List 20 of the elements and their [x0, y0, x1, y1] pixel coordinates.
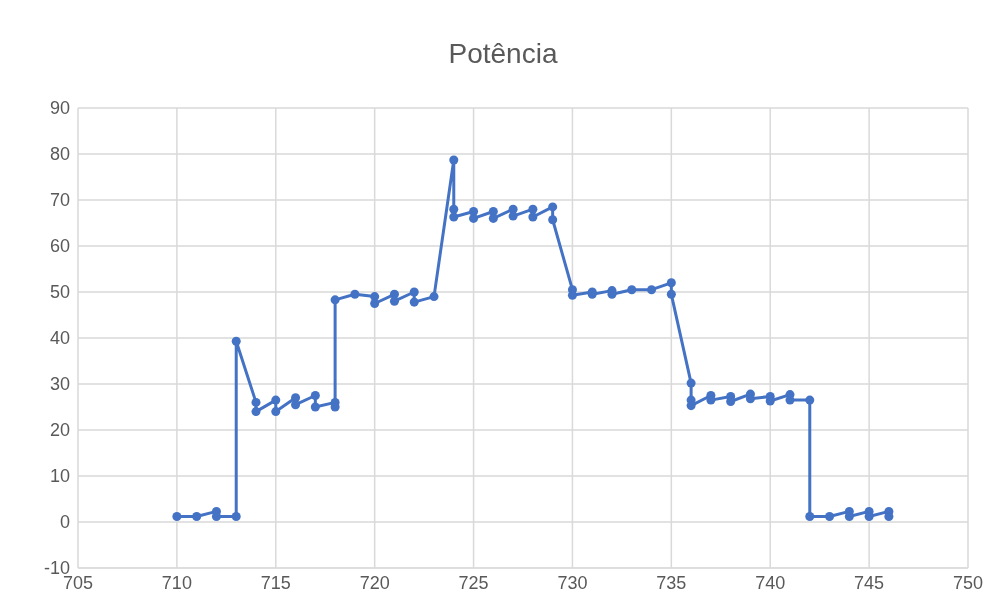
x-tick-label: 725 [458, 572, 489, 593]
x-tick-label: 750 [952, 572, 984, 593]
y-tick-label: 20 [49, 420, 70, 441]
x-tick-label: 735 [656, 572, 687, 593]
y-tick-label: 50 [49, 282, 70, 303]
x-tick-label: 710 [161, 572, 192, 593]
y-tick-label: 10 [49, 466, 70, 487]
y-tick-label: 90 [49, 98, 70, 119]
x-tick-label: 740 [755, 572, 786, 593]
chart-title: Potência [447, 37, 559, 71]
x-tick-label: 715 [260, 572, 291, 593]
y-tick-label: 60 [49, 236, 70, 257]
y-tick-label: 0 [59, 512, 70, 533]
x-tick-label: 730 [557, 572, 588, 593]
x-tick-label: 720 [359, 572, 390, 593]
y-tick-label: 30 [49, 374, 70, 395]
y-tick-label: 40 [49, 328, 70, 349]
y-tick-label: 70 [49, 190, 70, 211]
y-tick-label: 80 [49, 144, 70, 165]
x-tick-label: 745 [854, 572, 885, 593]
